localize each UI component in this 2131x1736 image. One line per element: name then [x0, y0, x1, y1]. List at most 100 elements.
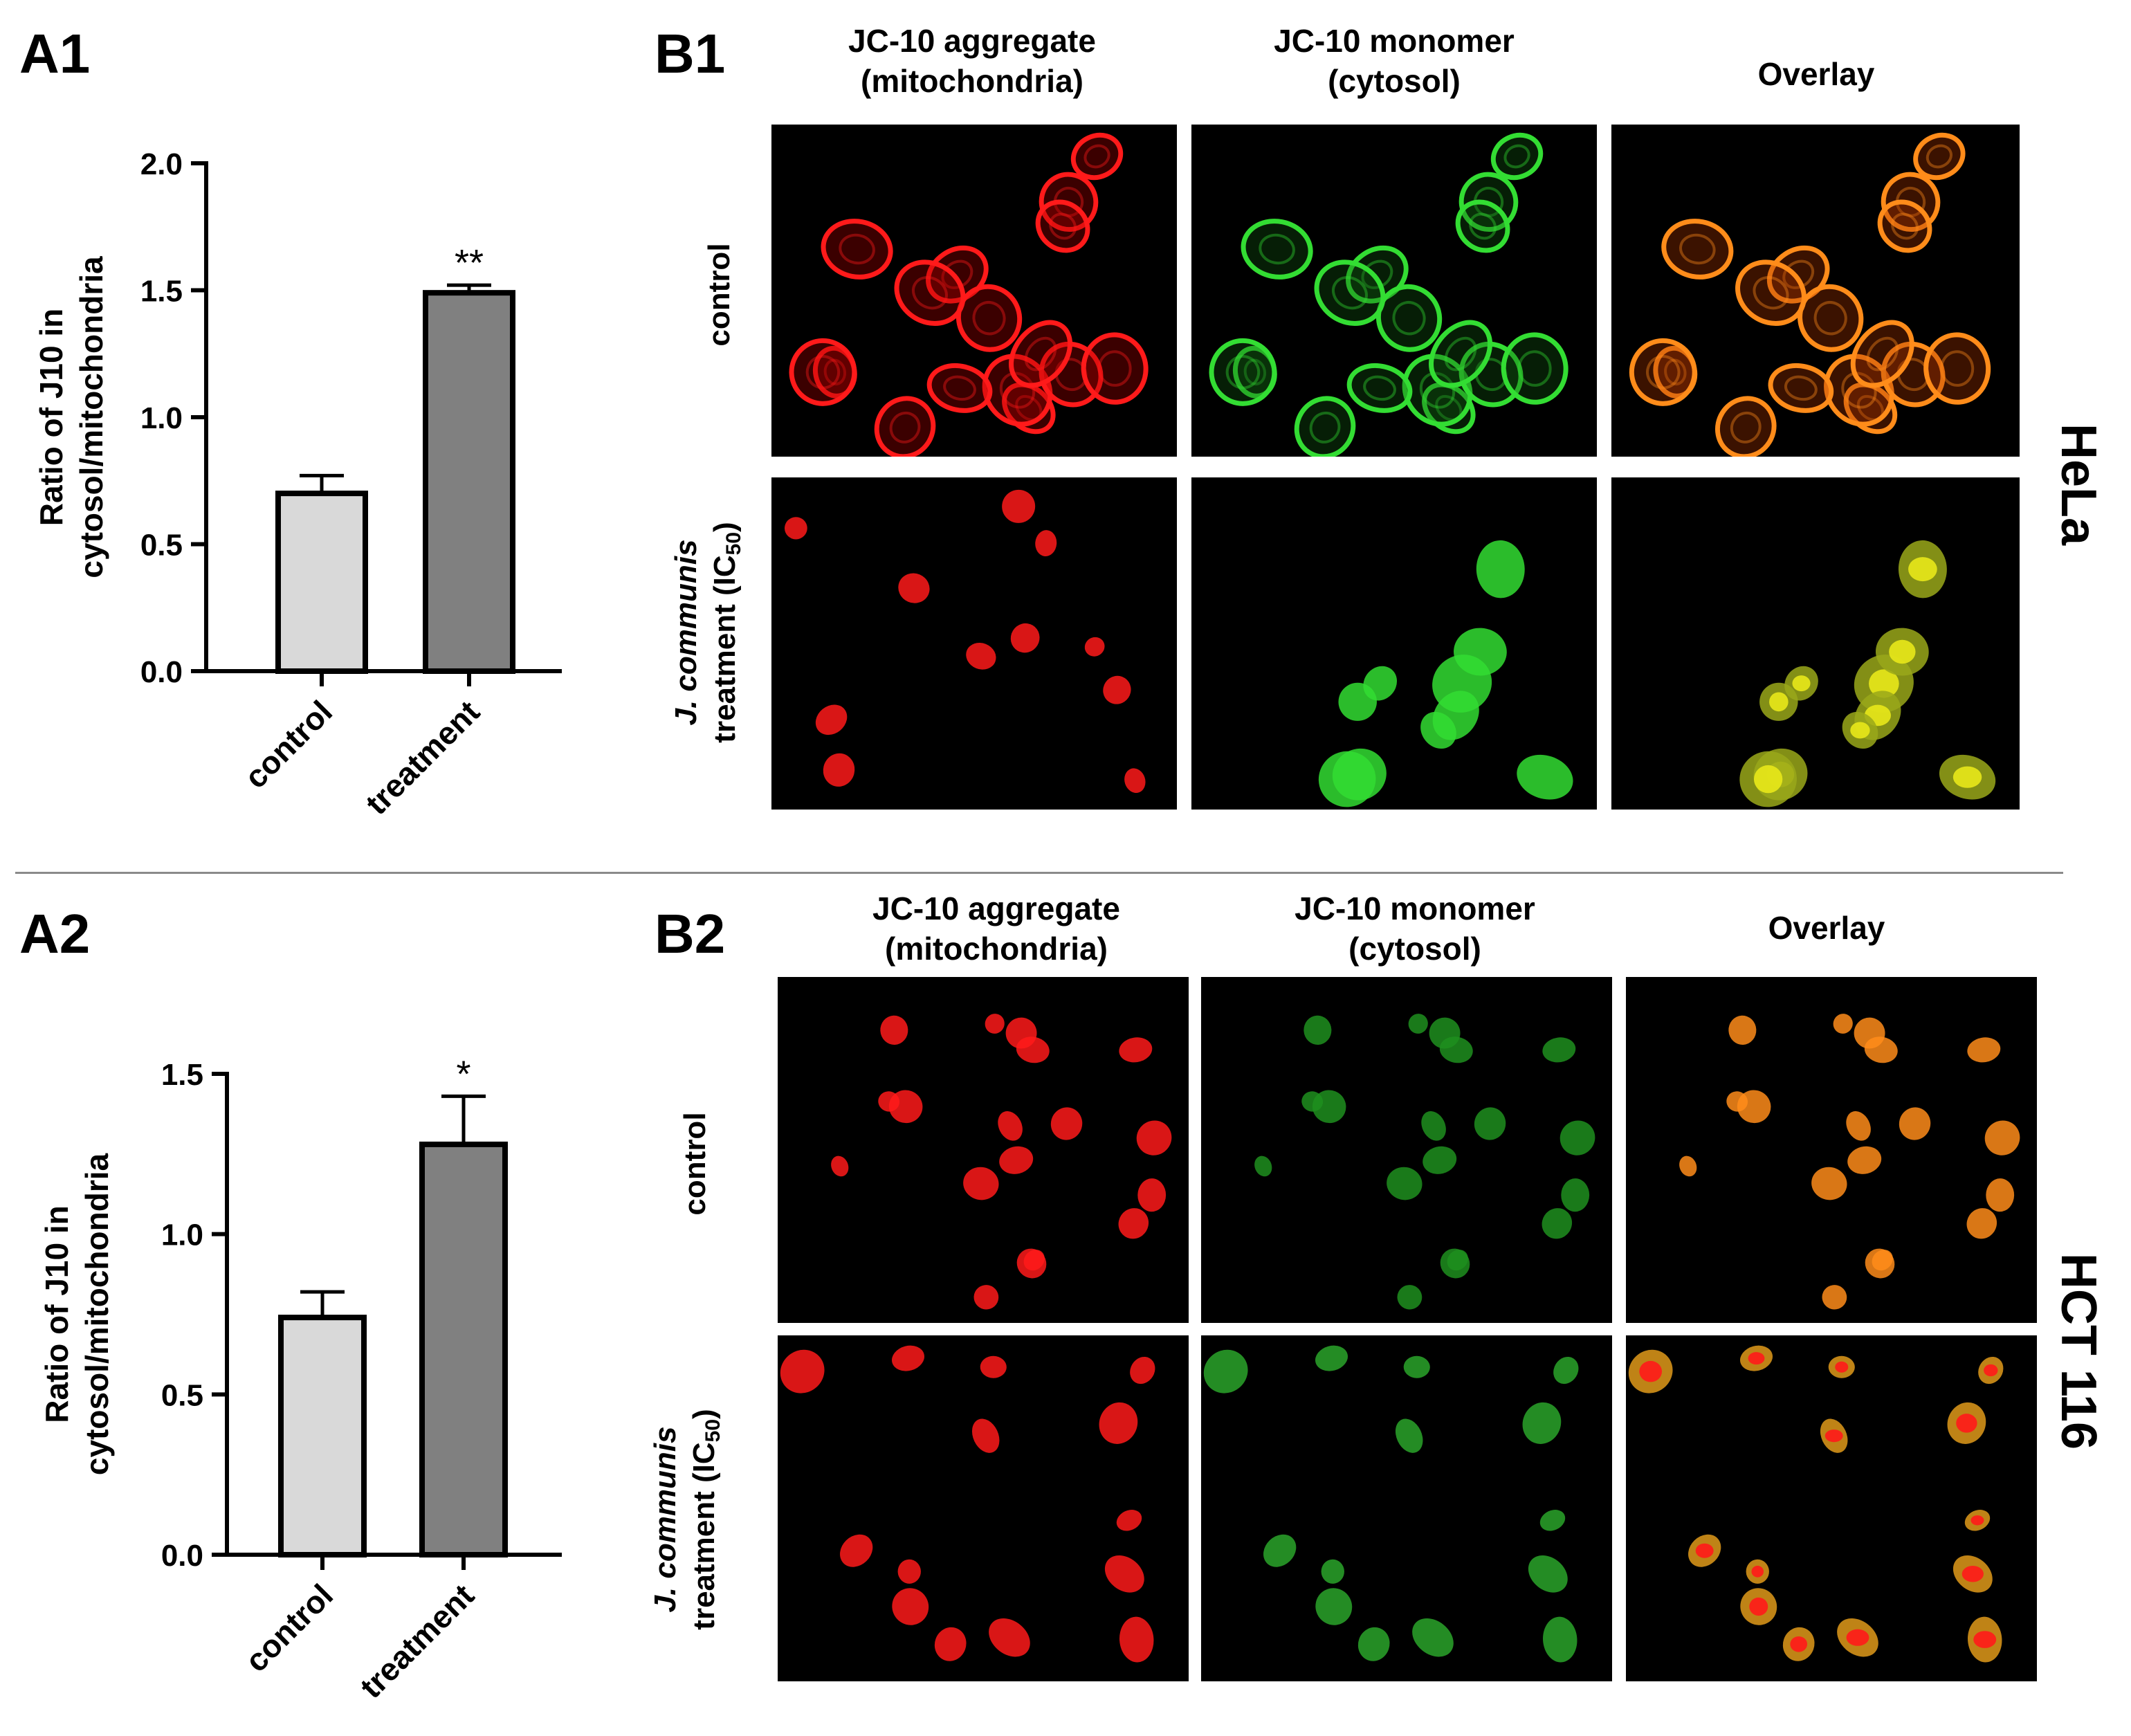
row-label-treatment-text: treatment (IC50) — [706, 453, 753, 812]
cell — [1314, 259, 1386, 326]
nucleus — [1679, 233, 1716, 265]
nucleus — [972, 301, 1006, 336]
cell — [1490, 132, 1544, 181]
micrograph-hela-control-aggregate — [771, 125, 1177, 457]
cell — [880, 1015, 908, 1045]
cell — [1798, 284, 1864, 352]
cell-core — [1792, 675, 1811, 692]
cell — [1553, 1356, 1579, 1385]
cell — [1967, 1037, 2001, 1063]
bar-control — [278, 1315, 367, 1558]
y-tick-label: 0.5 — [161, 1378, 203, 1412]
micrograph-hela-control-overlay — [1611, 125, 2020, 457]
nucleus — [1053, 186, 1084, 217]
nucleus — [1940, 350, 1975, 387]
nucleus — [1259, 233, 1295, 265]
micrograph-hct116-control-overlay — [1626, 977, 2037, 1323]
nucleus — [941, 259, 973, 289]
cell — [1408, 1014, 1428, 1034]
cell-core — [1961, 1566, 1984, 1582]
cell-core — [1956, 1414, 1977, 1433]
y-tick-label: 1.0 — [140, 401, 183, 435]
cell — [1084, 637, 1105, 657]
column-header-monomer-b2-line2: (cytosol) — [1348, 931, 1481, 967]
cell — [1501, 332, 1568, 405]
nucleus — [1444, 336, 1477, 372]
column-header-monomer-line1: JC-10 monomer — [1274, 23, 1515, 59]
panel-label-b1: B1 — [655, 23, 726, 84]
cell — [1099, 1402, 1138, 1444]
cell-core — [1952, 766, 1982, 788]
bar-treatment — [423, 290, 515, 675]
column-header-aggregate-b2: JC-10 aggregate (mitochondria) — [796, 888, 1197, 969]
cell-line-label-hct116: HCT 116 — [2051, 1252, 2106, 1450]
nucleus — [1813, 301, 1847, 336]
cell — [1263, 1534, 1297, 1567]
treatment-subscript: 50 — [722, 531, 745, 556]
cell — [1847, 1146, 1882, 1174]
cell — [1294, 396, 1356, 457]
x-tick-label-treatment: treatment — [358, 693, 486, 821]
cell — [1476, 540, 1525, 599]
column-header-aggregate: JC-10 aggregate (mitochondria) — [771, 21, 1173, 101]
cell — [1768, 363, 1834, 413]
cell — [1560, 1120, 1595, 1155]
cell — [1661, 219, 1734, 280]
cell — [1412, 1618, 1454, 1657]
cell-core — [1850, 722, 1870, 739]
x-tick-label-control: control — [237, 693, 339, 795]
cell — [1124, 768, 1146, 794]
cell-core — [1753, 765, 1783, 794]
nucleus — [1363, 375, 1396, 401]
cell — [1872, 1250, 1893, 1271]
cell — [1395, 1418, 1423, 1453]
column-header-overlay-text: Overlay — [1757, 56, 1875, 92]
cell-core — [1824, 1429, 1843, 1443]
nucleus — [1392, 301, 1426, 336]
cell — [1429, 1017, 1461, 1049]
nucleus — [1646, 355, 1681, 390]
treatment-b2-close: ) — [687, 1409, 721, 1419]
nucleus — [823, 358, 847, 386]
cell-core — [1835, 1361, 1849, 1373]
cell — [1203, 1349, 1248, 1394]
nucleus — [999, 372, 1036, 409]
cell — [1539, 1510, 1566, 1531]
nucleus — [1243, 358, 1267, 386]
cell — [934, 1627, 967, 1661]
cell — [998, 1111, 1023, 1141]
nucleus — [911, 276, 948, 310]
cell — [1304, 1015, 1332, 1045]
y-tick-label: 2.0 — [140, 147, 183, 181]
row-label-control-b2: control — [678, 1112, 712, 1216]
cell-core — [1970, 1515, 1984, 1526]
cell — [1543, 1616, 1577, 1663]
cell — [1010, 623, 1040, 653]
cell — [1629, 338, 1697, 406]
cell — [1338, 682, 1377, 721]
row-label-treatment-species: J. communis — [669, 539, 703, 726]
nucleus — [1097, 350, 1132, 387]
cell — [1005, 1017, 1037, 1049]
x-tick-label-control: control — [238, 1577, 340, 1679]
column-header-overlay-b2: Overlay — [1626, 908, 2027, 948]
cell — [1254, 1155, 1272, 1177]
cell — [1315, 1588, 1353, 1625]
nucleus — [1024, 336, 1057, 372]
cell — [1315, 1345, 1348, 1371]
nucleus — [1083, 144, 1110, 169]
y-tick-label: 1.5 — [140, 275, 183, 309]
cell — [1923, 332, 1991, 405]
cell — [1346, 363, 1413, 413]
cell — [955, 284, 1023, 352]
cell — [831, 1155, 849, 1177]
nucleus — [1895, 186, 1926, 217]
cell — [1420, 711, 1456, 749]
cell — [874, 396, 936, 457]
cell — [1679, 1155, 1697, 1177]
cell — [1854, 1017, 1885, 1049]
cell — [973, 1285, 999, 1310]
cell-core — [1984, 1364, 1998, 1377]
cell — [1474, 1107, 1506, 1140]
micrograph-hela-treatment-aggregate — [771, 477, 1177, 810]
